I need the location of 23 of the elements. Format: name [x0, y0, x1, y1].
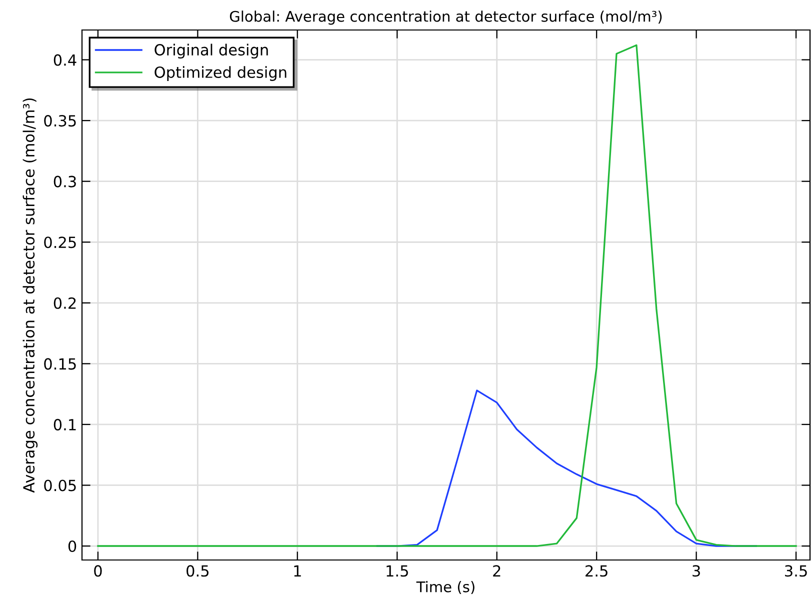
x-tick-label: 3 — [692, 565, 700, 577]
chart-title: Global: Average concentration at detector surface (mol/m³) — [230, 10, 662, 25]
x-axis-title: Time (s) — [416, 581, 474, 594]
x-tick-label: 1.5 — [386, 565, 408, 577]
x-tick-label: 3.5 — [785, 565, 807, 577]
y-tick-label: 0.2 — [54, 297, 76, 309]
y-tick-label: 0.15 — [44, 358, 76, 370]
x-tick-label: 0.5 — [186, 565, 208, 577]
legend-label: Original design — [154, 44, 268, 59]
y-tick-label: 0.25 — [44, 236, 76, 248]
y-tick-label: 0.3 — [54, 176, 76, 188]
line-series — [97, 44, 797, 547]
y-tick-label: 0.05 — [44, 480, 76, 492]
x-tick-label: 0 — [94, 565, 102, 577]
y-tick-label: 0.1 — [54, 418, 76, 430]
x-tick-label: 1 — [294, 565, 301, 576]
x-tick-label: 2 — [493, 565, 500, 576]
legend-label: Optimized design — [154, 66, 286, 81]
x-tick-label: 2.5 — [586, 565, 608, 577]
y-tick-label: 0 — [68, 540, 76, 552]
y-axis-title: Average concentration at detector surface (mol/m³) — [22, 98, 38, 493]
y-tick-label: 0.4 — [54, 54, 76, 66]
y-tick-label: 0.35 — [44, 115, 76, 127]
